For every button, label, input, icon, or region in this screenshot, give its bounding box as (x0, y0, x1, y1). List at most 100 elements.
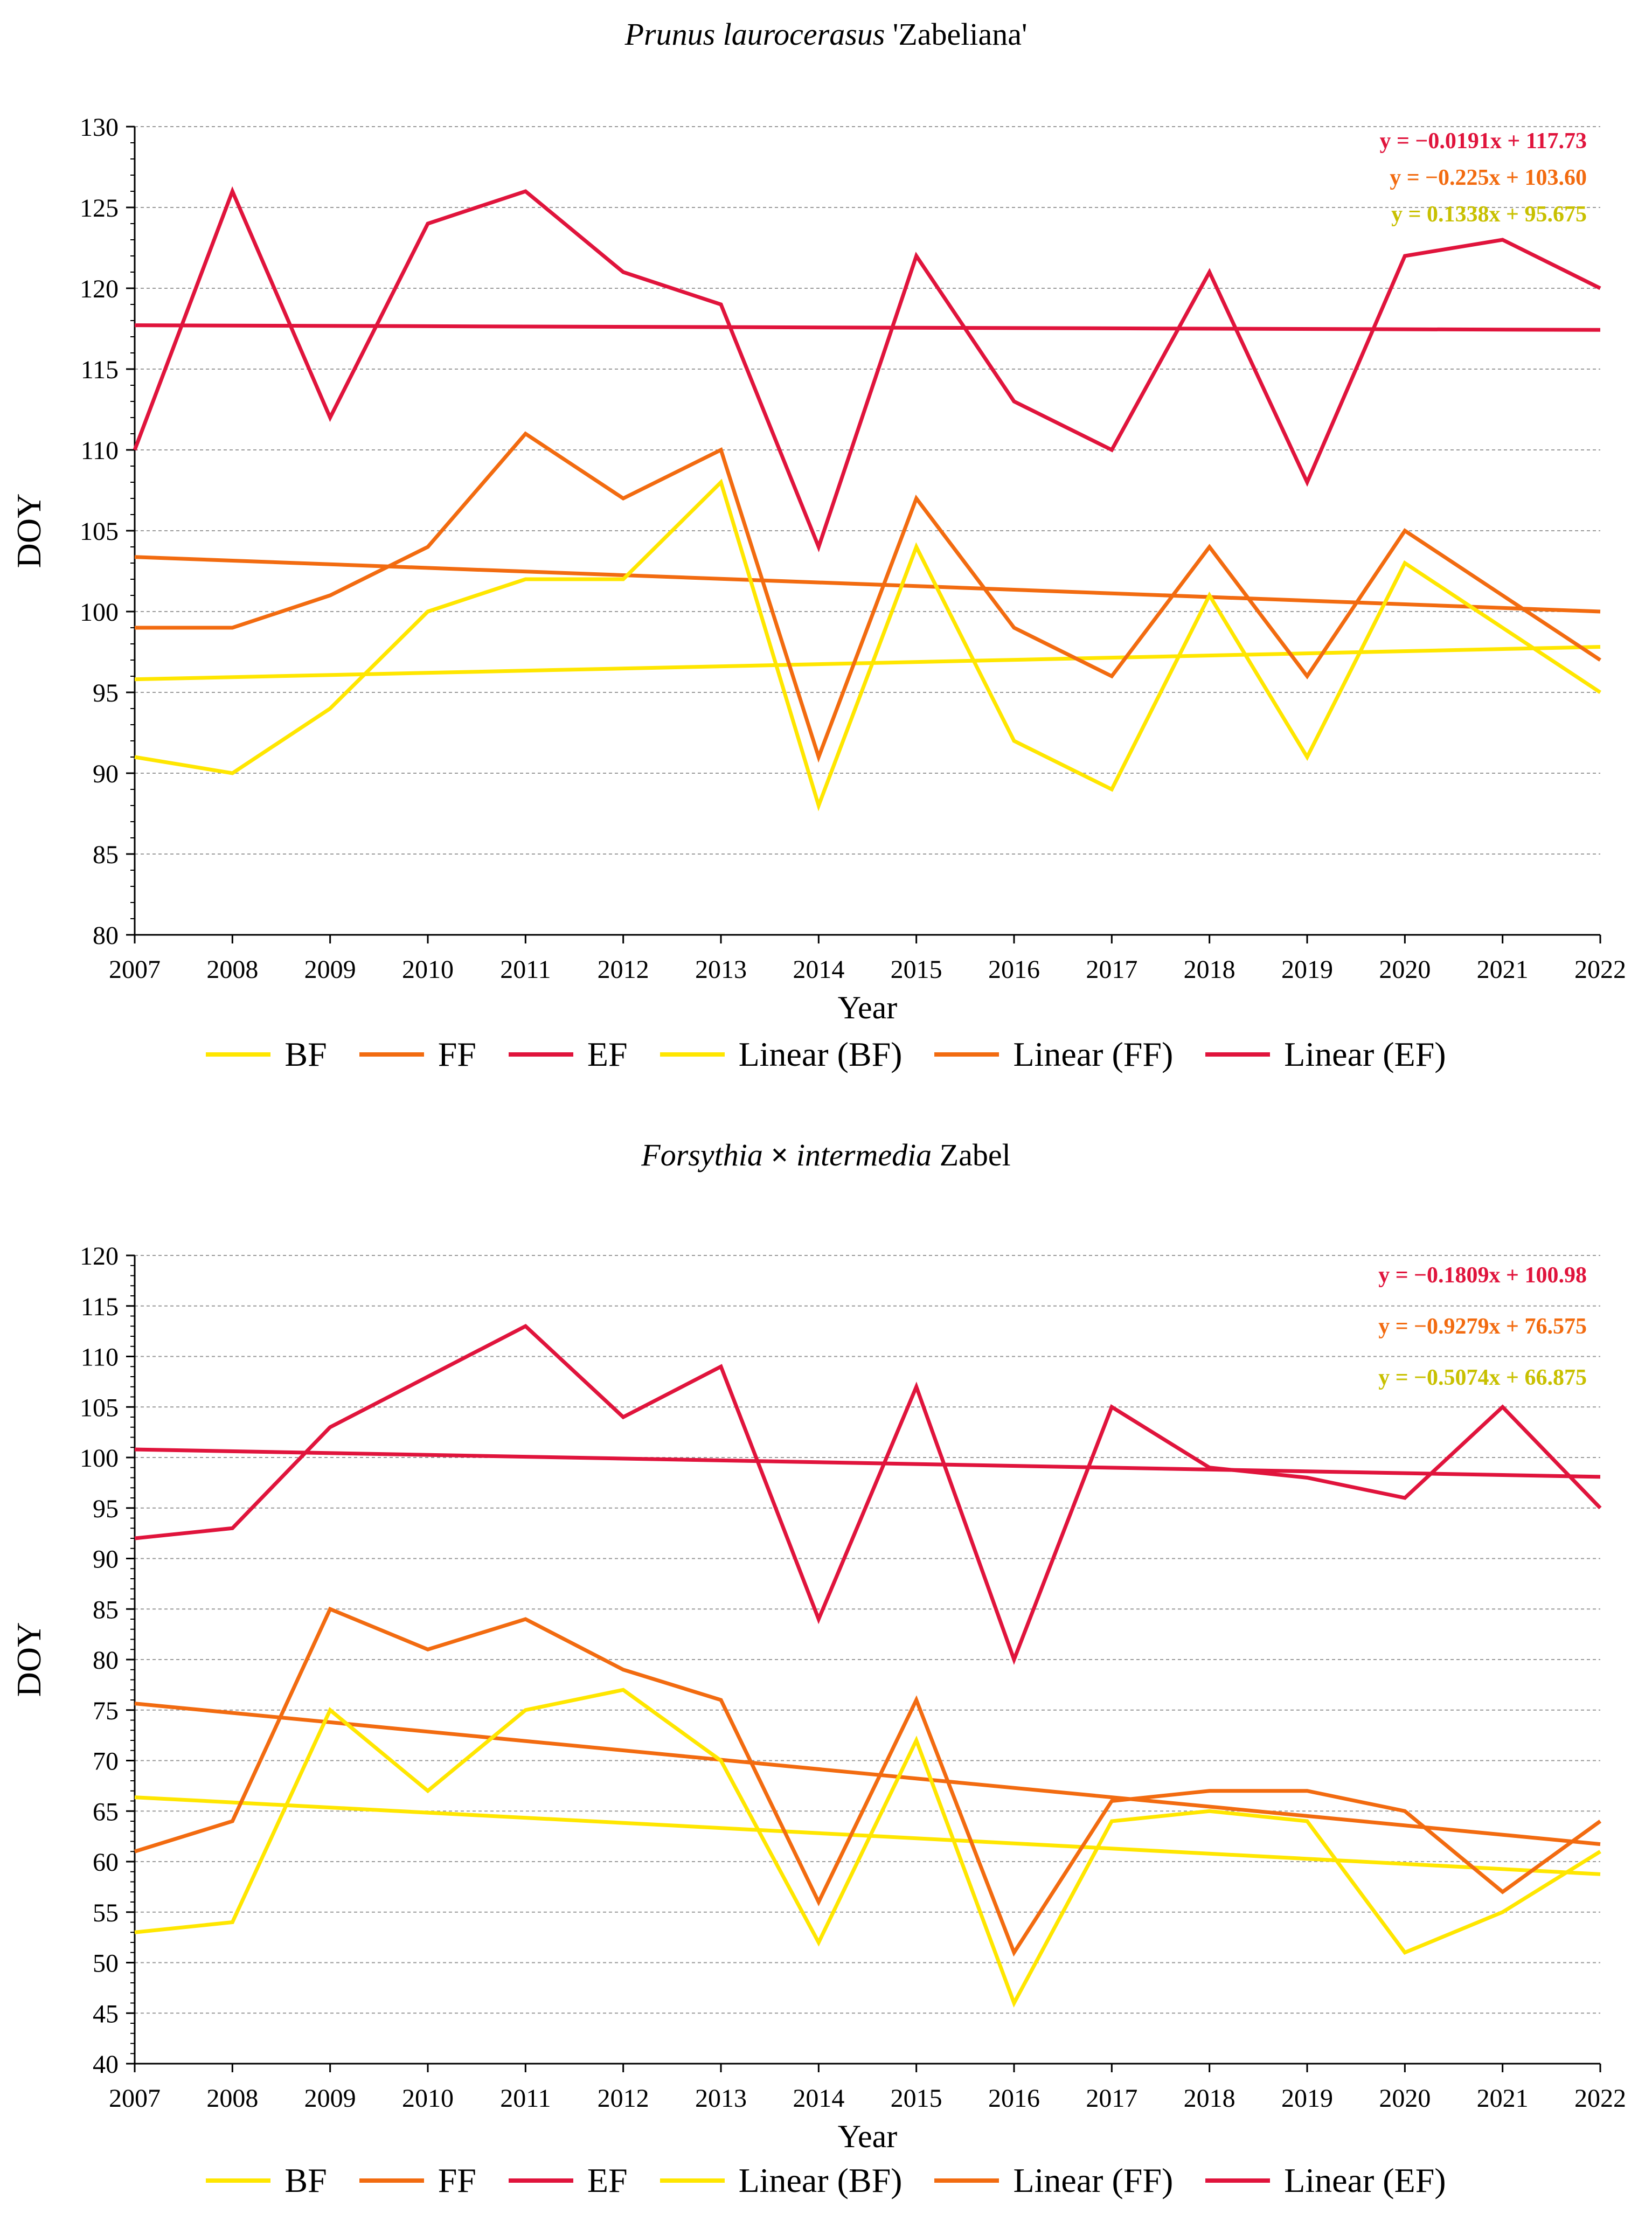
chart-1-title: Prunus laurocerasus 'Zabeliana' (0, 16, 1652, 52)
chart-1-legend-label: FF (438, 1035, 476, 1073)
chart-1-y-tick-label: 125 (80, 194, 119, 223)
chart-2-title-hybrid-sign: × (762, 1137, 796, 1172)
chart-1-y-tick-label: 120 (80, 275, 119, 303)
chart-1-legend-swatch (359, 1052, 424, 1057)
chart-2-legend-swatch (1205, 2178, 1271, 2183)
chart-2-legend-label: EF (587, 2161, 628, 2199)
chart-1-x-tick-label: 2011 (500, 955, 551, 984)
chart-1-x-tick-label: 2009 (304, 955, 356, 984)
chart-2-y-tick-label: 75 (93, 1697, 119, 1725)
chart-2-y-tick-label: 80 (93, 1646, 119, 1675)
chart-1-legend-label: Linear (BF) (738, 1035, 903, 1073)
chart-1-x-tick-label: 2018 (1184, 955, 1235, 984)
chart-2-trendline-bf (134, 1795, 1601, 1876)
chart-2-y-tick-label: 110 (81, 1343, 119, 1372)
chart-1-legend-swatch (508, 1052, 573, 1057)
chart-1-series-ef (133, 186, 1601, 553)
chart-2-title: Forsythia × intermedia Zabel (0, 1137, 1652, 1173)
chart-1-legend-item: FF (359, 1035, 476, 1074)
chart-2-title-genus: Forsythia (641, 1137, 763, 1172)
chart-2-equation-bf: y = −0.5074x + 66.875 (1378, 1365, 1587, 1390)
chart-2-x-tick-label: 2016 (988, 2084, 1040, 2113)
chart-2-y-tick-label: 105 (80, 1393, 119, 1422)
chart-1-x-tick-label: 2017 (1086, 955, 1137, 984)
chart-1-equation-ff: y = −0.225x + 103.60 (1390, 165, 1587, 190)
chart-2-title-epithet: intermedia (796, 1137, 932, 1172)
chart-2-x-axis-title: Year (838, 2119, 898, 2154)
chart-1-legend-swatch (1205, 1052, 1271, 1057)
chart-2-legend-item: FF (359, 2161, 476, 2201)
chart-2-legend-label: Linear (EF) (1284, 2161, 1446, 2199)
chart-2-x-tick-label: 2018 (1184, 2084, 1235, 2113)
chart-1-series-bf (134, 478, 1601, 811)
chart-2-y-tick-label: 95 (93, 1495, 119, 1523)
chart-1-y-tick-label: 100 (80, 598, 119, 627)
chart-1: Prunus laurocerasus 'Zabeliana' 80 85 90 95… (0, 0, 1652, 1110)
chart-1-x-tick-label: 2008 (206, 955, 258, 984)
chart-2-y-tick-label: 90 (93, 1545, 119, 1574)
chart-1-x-tick-label: 2015 (891, 955, 942, 984)
chart-2-y-tick-label: 115 (81, 1293, 119, 1321)
chart-1-x-tick-label: 2007 (109, 955, 161, 984)
chart-2-series-bf (134, 1688, 1601, 2008)
chart-1-legend-item: EF (508, 1035, 628, 1074)
chart-2-trendline-ff (134, 1702, 1601, 1847)
chart-1-equation-bf: y = 0.1338x + 95.675 (1391, 202, 1587, 227)
chart-1-equation-ef: y = −0.0191x + 117.73 (1380, 129, 1587, 154)
chart-1-x-tick-label: 2019 (1281, 955, 1333, 984)
chart-1-legend-swatch (206, 1052, 271, 1057)
chart-1-title-cultivar: 'Zabeliana' (885, 17, 1028, 52)
chart-1-legend-label: Linear (EF) (1284, 1035, 1446, 1073)
chart-1-legend-label: Linear (FF) (1013, 1035, 1174, 1073)
chart-2-x-tick-label: 2010 (402, 2084, 454, 2113)
chart-1-y-tick-label: 80 (93, 921, 119, 950)
chart-2-series-ff (134, 1606, 1602, 1957)
chart-1-y-tick-label: 85 (93, 841, 119, 869)
chart-1-x-tick-label: 2013 (695, 955, 747, 984)
chart-2-legend-swatch (934, 2178, 999, 2183)
chart-2-legend-swatch (359, 2178, 424, 2183)
chart-2-legend-label: BF (284, 2161, 327, 2199)
chart-1-x-tick-label: 2010 (402, 955, 454, 984)
chart-2-y-tick-label: 40 (93, 2050, 119, 2079)
chart-2-legend-item: Linear (FF) (934, 2161, 1173, 2201)
chart-1-y-tick-label: 95 (93, 679, 119, 707)
chart-2-series-ef (134, 1324, 1602, 1665)
chart-1-legend-label: EF (587, 1035, 628, 1073)
chart-2-legend-item: EF (508, 2161, 628, 2201)
chart-2-x-tick-label: 2021 (1477, 2084, 1529, 2113)
chart-2-x-tick-label: 2008 (206, 2084, 258, 2113)
chart-2-title-author: Zabel (932, 1137, 1011, 1172)
chart-2-y-tick-label: 85 (93, 1595, 119, 1624)
chart-2-x-tick-label: 2013 (695, 2084, 747, 2113)
chart-1-series-ff (135, 431, 1601, 763)
chart-2-legend-label: FF (438, 2161, 476, 2199)
chart-1-legend-item: Linear (EF) (1205, 1035, 1446, 1074)
chart-1-x-axis-title: Year (838, 990, 898, 1025)
chart-2-x-tick-label: 2009 (304, 2084, 356, 2113)
chart-1-x-tick-label: 2020 (1379, 955, 1431, 984)
chart-2-y-axis-title: DOY (10, 1622, 48, 1697)
chart-1-trendline-ef (134, 323, 1601, 332)
chart-2-legend-label: Linear (BF) (738, 2161, 903, 2199)
chart-2-x-tick-label: 2014 (793, 2084, 844, 2113)
chart-2-x-tick-label: 2007 (109, 2084, 161, 2113)
chart-2-legend-swatch (660, 2178, 725, 2183)
chart-2-plot: 40 45 50 55 60 65 70 75 80 85 90 95 100 105 110 115 120 2… (10, 1242, 1626, 2154)
chart-2-y-tick-label: 55 (93, 1899, 119, 1927)
chart-1-legend-item: Linear (FF) (934, 1035, 1173, 1074)
chart-2-y-tick-label: 100 (80, 1444, 119, 1473)
chart-1-x-tick-label: 2022 (1574, 955, 1626, 984)
chart-1-y-tick-label: 105 (80, 517, 119, 546)
chart-1-trendline-bf (134, 645, 1601, 682)
chart-2: Forsythia × intermedia Zabel 40 45 50 55 60 6… (0, 1121, 1652, 2228)
chart-1-y-tick-label: 115 (81, 356, 119, 384)
chart-1-legend-label: BF (284, 1035, 327, 1073)
chart-2-equation-ef: y = −0.1809x + 100.98 (1378, 1263, 1587, 1288)
chart-2-legend-swatch (508, 2178, 573, 2183)
chart-1-legend: BF FF EF Linear (BF) Linear (FF) Linear (EF) (0, 1035, 1652, 1074)
chart-2-trendline-ef (134, 1447, 1601, 1479)
chart-2-y-tick-label: 70 (93, 1747, 119, 1776)
chart-1-title-species: Prunus laurocerasus (624, 17, 885, 52)
chart-2-legend: BF FF EF Linear (BF) Linear (FF) Linear (EF) (0, 2161, 1652, 2201)
